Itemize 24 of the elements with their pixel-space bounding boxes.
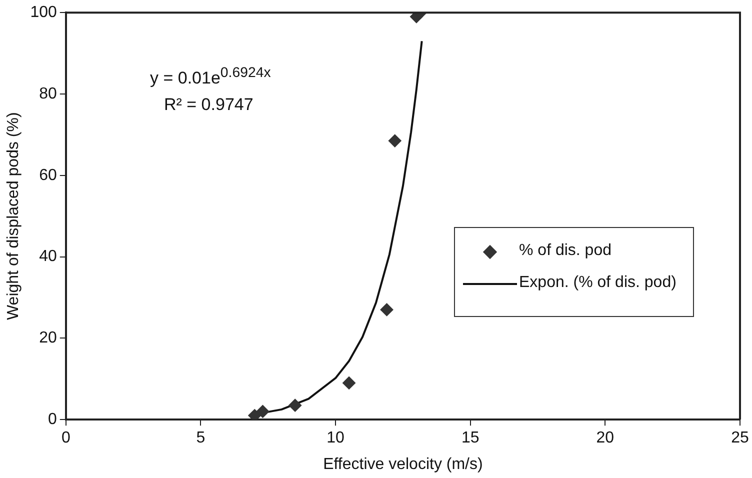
x-axis-title: Effective velocity (m/s): [323, 456, 483, 473]
point: [288, 398, 302, 412]
y-tick-label: 20: [39, 330, 57, 347]
point: [388, 134, 402, 148]
x-tick-label: 20: [596, 430, 614, 447]
x-tick-label: 25: [731, 430, 749, 447]
y-axis-title: Weight of displaced pods (%): [5, 112, 22, 320]
point: [248, 409, 262, 420]
y-tick-label: 60: [39, 166, 57, 184]
y-tick-label: 0: [48, 411, 57, 428]
annotation: y = 0.01e$^{0.6924x}$: [150, 64, 271, 90]
x-tick-label: 0: [61, 430, 70, 447]
y-tick-label: 80: [39, 85, 57, 102]
legend-label: Expon. (% of dis. pod): [519, 274, 678, 292]
annotation: R² = 0.9747: [163, 94, 254, 116]
x-tick-label: 15: [461, 430, 480, 447]
x-tick-label: 10: [326, 430, 345, 447]
point: [380, 303, 394, 316]
y-tick-label: 100: [30, 4, 57, 22]
point: [342, 376, 356, 390]
legend-label: % of dis. pod: [519, 242, 612, 260]
point: [256, 404, 270, 418]
y-tick-label: 40: [39, 248, 57, 266]
x-tick-label: 5: [196, 430, 206, 447]
